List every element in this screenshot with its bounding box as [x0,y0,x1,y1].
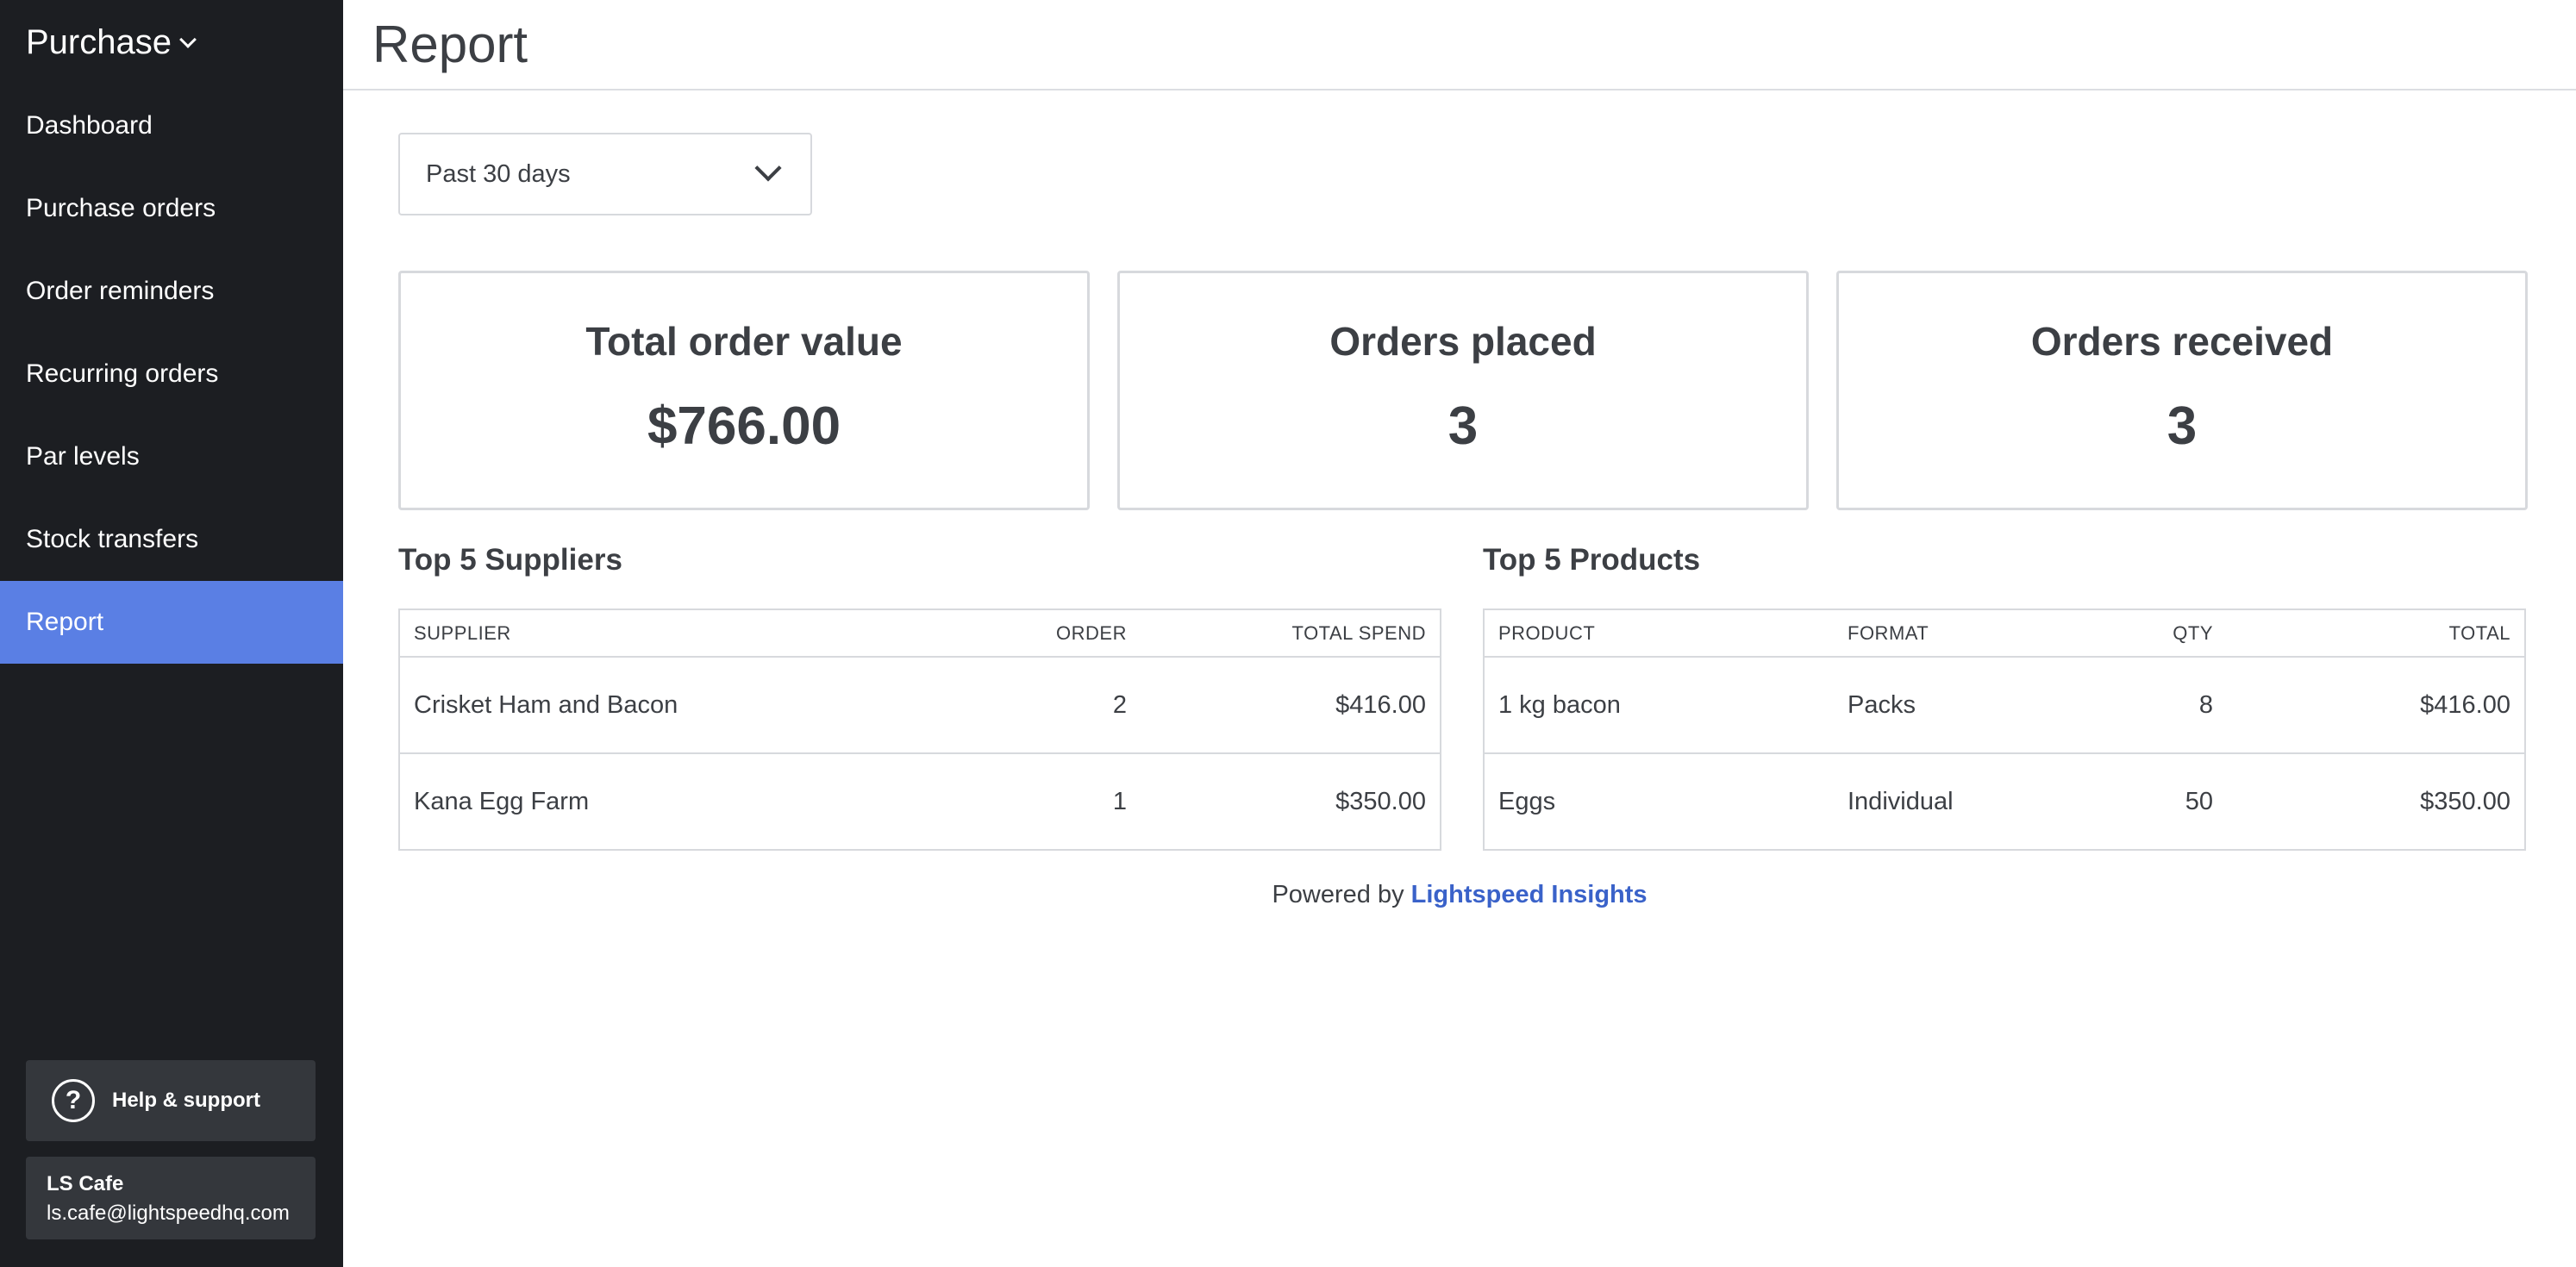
cell-total: $350.00 [2420,787,2510,815]
lightspeed-insights-link[interactable]: Lightspeed Insights [1410,881,1648,908]
stat-value: 3 [2166,396,2198,456]
chevron-down-icon [754,154,782,182]
powered-by-prefix: Powered by [1272,881,1404,908]
table-row[interactable]: Crisket Ham and Bacon 2 $416.00 [399,657,1441,754]
stat-card-orders-placed: Orders placed 3 [1117,271,1809,510]
help-support-label: Help & support [112,1089,260,1112]
cell-supplier: Kana Egg Farm [414,787,590,815]
stat-label: Total order value [585,319,903,364]
top-products-title: Top 5 Products [1483,543,1701,577]
column-header-total-spend[interactable]: TOTAL SPEND [1141,609,1441,658]
app-switcher-label: Purchase [26,22,172,61]
stat-card-total-order-value: Total order value $766.00 [398,271,1090,510]
cell-order: 1 [1112,787,1127,815]
question-circle-icon: ? [52,1079,95,1122]
column-header-supplier[interactable]: SUPPLIER [399,609,951,658]
sidebar-item-label: Purchase orders [26,194,216,222]
sidebar-item-label: Recurring orders [26,359,219,388]
sidebar-nav: Dashboard Purchase orders Order reminder… [0,84,343,664]
table-header-row: PRODUCT FORMAT QTY TOTAL [1484,609,2525,658]
column-header-total[interactable]: TOTAL [2227,609,2525,658]
sidebar-item-par-levels[interactable]: Par levels [0,415,343,498]
page-header: Report [343,0,2576,90]
sidebar-item-recurring-orders[interactable]: Recurring orders [0,333,343,415]
cell-product: Eggs [1498,787,1556,815]
stat-value: 3 [1447,396,1479,456]
cell-qty: 50 [2185,787,2213,815]
table-row[interactable]: 1 kg bacon Packs 8 $416.00 [1484,657,2525,754]
cell-supplier: Crisket Ham and Bacon [399,657,951,754]
sidebar-item-report[interactable]: Report [0,581,343,664]
stat-label: Orders placed [1329,319,1597,364]
stat-value: $766.00 [647,396,841,456]
chevron-down-icon [179,31,197,48]
table-row[interactable]: Kana Egg Farm 1 $350.00 [399,753,1441,850]
cell-total-spend: $416.00 [1141,657,1441,754]
column-header-order[interactable]: ORDER [951,609,1141,658]
cell-total-spend: $350.00 [1335,787,1426,815]
sidebar-item-purchase-orders[interactable]: Purchase orders [0,167,343,250]
cell-product: 1 kg bacon [1484,657,1834,754]
stat-label: Orders received [2030,319,2334,364]
sidebar-item-label: Stock transfers [26,525,199,553]
cell-format: Individual [1848,787,1954,815]
powered-by-footer: Powered by Lightspeed Insights [343,881,2576,909]
cell-order: 2 [951,657,1141,754]
sidebar-item-order-reminders[interactable]: Order reminders [0,250,343,333]
column-header-format[interactable]: FORMAT [1834,609,2058,658]
period-select-value: Past 30 days [426,159,571,188]
account-switcher[interactable]: LS Cafe ls.cafe@lightspeedhq.com [26,1157,316,1239]
sidebar-item-label: Order reminders [26,277,215,305]
top-products-table: PRODUCT FORMAT QTY TOTAL 1 kg bacon Pack… [1483,609,2526,851]
page-title: Report [372,16,528,73]
sidebar-item-label: Par levels [26,442,140,471]
column-header-qty[interactable]: QTY [2058,609,2227,658]
sidebar: Purchase Dashboard Purchase orders Order… [0,0,343,1267]
sidebar-item-dashboard[interactable]: Dashboard [0,84,343,167]
cell-total: $416.00 [2227,657,2525,754]
column-header-product[interactable]: PRODUCT [1484,609,1834,658]
top-suppliers-table: SUPPLIER ORDER TOTAL SPEND Crisket Ham a… [398,609,1441,851]
sidebar-item-label: Report [26,608,104,636]
account-email: ls.cafe@lightspeedhq.com [47,1201,290,1225]
top-suppliers-title: Top 5 Suppliers [398,543,622,577]
period-select[interactable]: Past 30 days [398,133,812,215]
sidebar-item-stock-transfers[interactable]: Stock transfers [0,498,343,581]
help-support-button[interactable]: ? Help & support [26,1060,316,1141]
app-switcher[interactable]: Purchase [0,0,343,84]
table-row[interactable]: Eggs Individual 50 $350.00 [1484,753,2525,850]
account-name: LS Cafe [47,1172,124,1195]
table-header-row: SUPPLIER ORDER TOTAL SPEND [399,609,1441,658]
cell-qty: 8 [2058,657,2227,754]
sidebar-item-label: Dashboard [26,111,153,140]
cell-format: Packs [1834,657,2058,754]
stat-card-orders-received: Orders received 3 [1836,271,2528,510]
main-content: Report Past 30 days Total order value $7… [343,0,2576,1267]
